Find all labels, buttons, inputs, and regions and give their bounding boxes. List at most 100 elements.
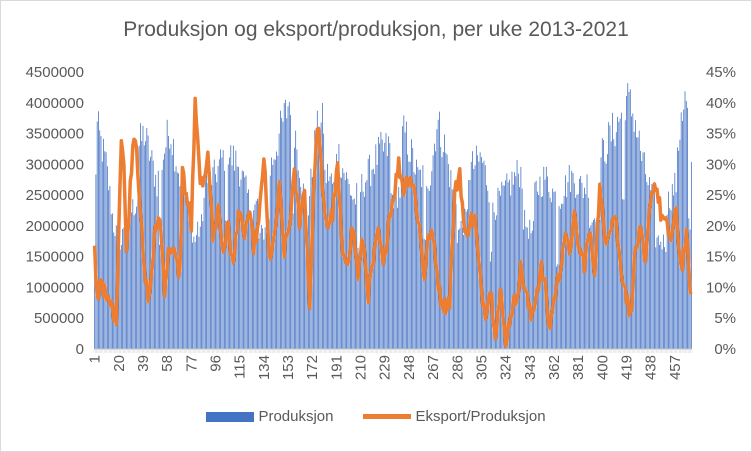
- production-bar: [352, 199, 354, 349]
- x-tick-label: 115: [232, 355, 249, 379]
- production-bar: [103, 138, 104, 349]
- production-bar: [503, 185, 505, 349]
- production-bar: [239, 186, 241, 349]
- production-bar: [301, 195, 303, 349]
- production-bar: [226, 241, 228, 349]
- production-bar: [122, 229, 124, 349]
- production-bar: [486, 185, 487, 349]
- production-bar: [445, 152, 447, 349]
- production-bar: [299, 177, 300, 349]
- production-bar: [656, 237, 658, 349]
- production-bar: [99, 130, 101, 349]
- production-bar: [183, 190, 185, 349]
- production-bar: [305, 204, 307, 349]
- right-tick-label: 5%: [714, 310, 736, 327]
- production-bar: [129, 220, 131, 349]
- production-bar: [128, 216, 130, 349]
- production-bar: [641, 160, 643, 349]
- production-bar: [512, 184, 514, 349]
- production-bar: [549, 197, 551, 349]
- production-bar: [330, 173, 332, 349]
- production-bar: [202, 221, 204, 349]
- production-bar: [110, 214, 112, 349]
- production-bar: [598, 199, 599, 349]
- production-bar: [193, 236, 195, 349]
- production-bar: [280, 110, 281, 349]
- production-bar: [291, 192, 293, 349]
- production-bar: [600, 157, 602, 349]
- production-bar: [409, 161, 411, 349]
- production-bar: [138, 145, 140, 349]
- production-bar: [614, 146, 616, 349]
- production-bar: [362, 191, 364, 349]
- production-bar: [628, 91, 630, 349]
- production-bar: [633, 131, 635, 349]
- production-bar: [467, 209, 468, 349]
- production-bar: [246, 192, 248, 349]
- production-bar: [567, 182, 569, 349]
- production-bar: [225, 220, 227, 349]
- production-bar: [104, 151, 106, 349]
- production-bar: [199, 226, 201, 349]
- production-bar: [105, 152, 107, 349]
- production-bar: [197, 221, 199, 349]
- x-tick-label: 400: [594, 355, 611, 380]
- production-bar: [323, 133, 325, 349]
- right-tick-label: 10%: [706, 279, 736, 296]
- production-bar: [414, 174, 416, 349]
- production-bar: [469, 180, 471, 349]
- production-bar: [511, 171, 513, 349]
- production-bar: [255, 200, 257, 349]
- production-bar: [652, 187, 654, 349]
- production-bar: [250, 222, 252, 349]
- production-bar: [646, 181, 648, 349]
- x-tick-label: 419: [618, 355, 635, 380]
- production-bar: [594, 218, 596, 349]
- production-bar: [329, 176, 331, 349]
- production-bar: [262, 228, 263, 349]
- production-bar: [595, 226, 597, 349]
- production-bar: [465, 211, 467, 349]
- production-bar: [145, 141, 146, 349]
- production-bar: [468, 179, 470, 349]
- production-bar: [315, 139, 317, 349]
- production-bar: [252, 220, 253, 349]
- production-bar: [557, 264, 559, 349]
- production-bar: [216, 182, 218, 349]
- production-bar: [496, 215, 498, 349]
- production-bar: [123, 227, 125, 349]
- production-bar: [659, 245, 660, 349]
- production-bar: [393, 208, 395, 349]
- production-bar: [241, 170, 243, 349]
- production-bar: [428, 190, 430, 349]
- production-bar: [269, 175, 271, 349]
- right-tick-label: 45%: [706, 64, 736, 81]
- x-tick-label: 134: [256, 355, 273, 380]
- production-bar: [96, 121, 98, 349]
- left-tick-label: 1000000: [26, 279, 84, 296]
- production-bar: [683, 109, 685, 349]
- right-tick-label: 20%: [706, 218, 736, 235]
- x-tick-label: 248: [401, 355, 418, 380]
- production-bar: [524, 210, 526, 349]
- legend-label-produksjon: Produksjon: [258, 408, 334, 425]
- production-bar: [685, 100, 687, 349]
- production-bar: [439, 111, 440, 349]
- production-bar: [570, 192, 571, 349]
- x-tick-label: 286: [449, 355, 466, 380]
- production-bar: [344, 180, 346, 349]
- production-bar: [596, 225, 598, 349]
- production-bar: [324, 169, 326, 349]
- production-bar: [384, 142, 386, 349]
- production-bar: [632, 113, 634, 349]
- production-bar: [603, 140, 604, 349]
- production-bar: [327, 163, 328, 349]
- production-bar: [150, 156, 152, 349]
- production-bar: [361, 173, 363, 349]
- production-bar: [321, 103, 323, 350]
- production-bar: [529, 219, 531, 349]
- production-bar: [599, 219, 601, 349]
- production-bar: [185, 192, 187, 349]
- production-bar: [510, 195, 512, 349]
- production-bar: [610, 141, 612, 349]
